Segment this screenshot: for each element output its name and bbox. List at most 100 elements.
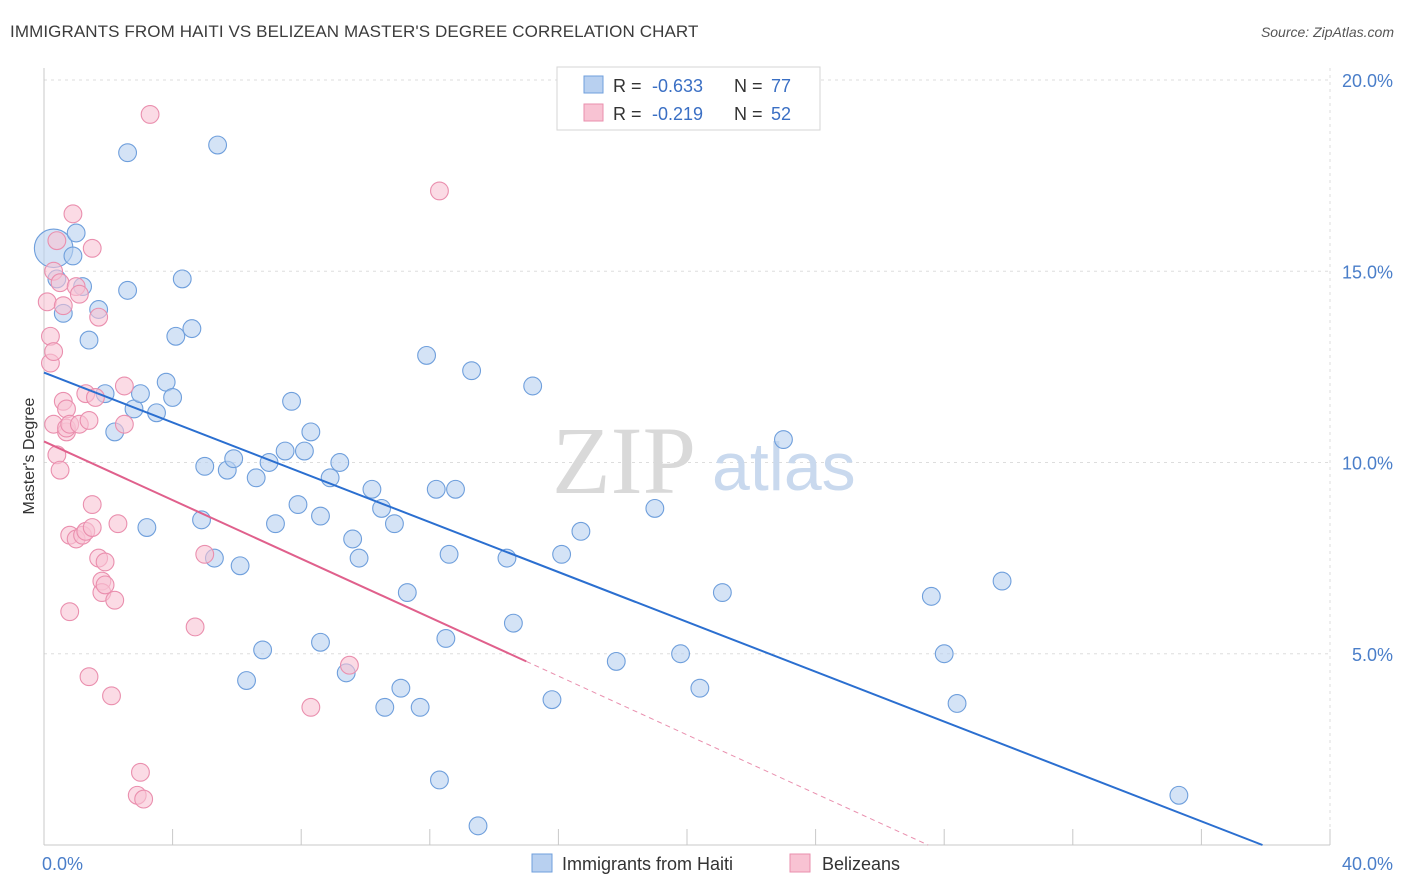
point-haiti [266,514,285,534]
point-belizeans [185,617,205,637]
point-haiti [343,529,363,549]
x-tick-label: 40.0% [1342,854,1393,874]
point-haiti [118,280,138,300]
watermark-zip: ZIP [552,407,696,514]
point-haiti [118,143,138,163]
chart-title: IMMIGRANTS FROM HAITI VS BELIZEAN MASTER… [10,22,699,41]
point-haiti [921,586,941,606]
point-belizeans [63,204,83,224]
point-haiti [301,422,321,442]
y-tick-label: 10.0% [1342,454,1393,474]
point-belizeans [301,697,321,717]
legend-r-label: R = [613,104,642,124]
point-belizeans [105,590,125,610]
point-haiti [410,697,430,717]
legend-r-belizeans: -0.219 [652,104,703,124]
point-belizeans [47,231,67,251]
point-haiti [63,246,83,266]
point-haiti [417,345,437,365]
point-haiti [552,544,572,564]
point-haiti [311,632,330,652]
point-haiti [571,521,591,541]
legend-bottom-label-belizeans: Belizeans [822,854,900,874]
point-belizeans [89,307,109,327]
legend-n-belizeans: 52 [771,104,791,124]
legend-swatch-haiti [583,75,604,94]
point-haiti [253,640,273,660]
point-belizeans [57,399,76,419]
tick-labels: 5.0% 10.0% 15.0% 20.0% 0.0% 40.0% [42,71,1393,874]
source-credit: Source: ZipAtlas.com [1260,24,1394,40]
point-belizeans [69,284,89,304]
point-haiti [375,697,395,717]
point-haiti [542,690,562,710]
point-haiti [934,644,954,664]
point-haiti [237,671,256,690]
point-haiti [446,479,465,499]
point-belizeans [82,238,102,258]
point-belizeans [195,544,215,564]
point-haiti [384,514,404,534]
point-haiti [282,391,301,411]
point-haiti [311,506,330,526]
point-haiti [362,479,382,499]
watermark: ZIP atlas [552,407,856,514]
point-haiti [246,468,266,488]
point-belizeans [114,414,134,434]
axes [43,68,1331,846]
point-belizeans [47,445,67,465]
point-haiti [690,678,710,698]
point-haiti [1169,785,1189,805]
legend-bottom-label-haiti: Immigrants from Haiti [562,854,733,874]
point-haiti [992,571,1012,591]
point-belizeans [108,514,128,534]
gridlines [44,68,1331,845]
point-haiti [137,518,157,537]
point-haiti [439,544,459,564]
point-belizeans [95,552,115,572]
point-haiti [774,430,793,449]
point-haiti [426,479,446,499]
point-belizeans [60,602,80,622]
trend-lines [43,371,1263,846]
point-belizeans [86,388,105,407]
point-belizeans [50,460,70,480]
point-haiti [182,319,202,339]
point-belizeans [131,762,150,782]
point-haiti [224,449,244,469]
point-belizeans [140,104,160,124]
point-haiti [503,613,523,633]
point-haiti [288,495,308,515]
legend-bottom-swatch-belizeans [789,853,811,873]
point-haiti [671,644,691,664]
point-haiti [275,441,295,461]
point-belizeans [95,575,115,595]
point-haiti [230,556,250,576]
point-belizeans [134,789,154,809]
point-haiti [606,651,626,671]
y-axis-label: Master's Degree [21,397,38,514]
point-belizeans [79,410,99,430]
legend-r-haiti: -0.633 [652,76,703,96]
point-belizeans [114,376,134,396]
point-haiti [349,548,369,568]
point-belizeans [79,667,99,687]
point-haiti [330,453,350,472]
trend-extension-belizeans [526,660,929,846]
legend-bottom-swatch-haiti [531,853,553,873]
legend-n-label: N = [734,76,763,96]
trend-line-haiti [43,371,1263,846]
point-haiti [66,223,86,243]
point-haiti [436,629,456,648]
point-belizeans [430,181,449,201]
point-haiti [712,583,732,602]
point-haiti [195,456,215,476]
point-haiti [79,330,99,350]
y-tick-label: 5.0% [1352,645,1393,665]
point-haiti [468,816,488,836]
point-haiti [430,770,449,790]
point-haiti [208,135,228,155]
trend-line-belizeans [43,440,527,663]
point-belizeans [53,296,73,316]
